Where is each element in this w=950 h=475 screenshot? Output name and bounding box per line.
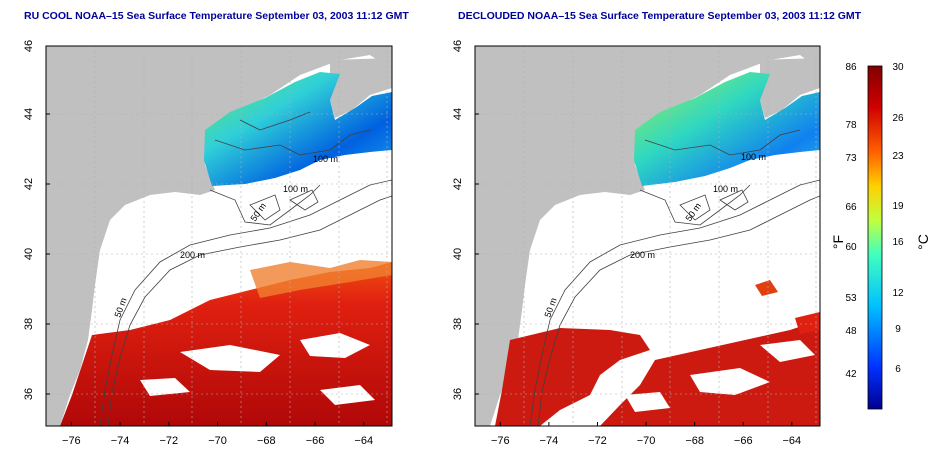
x-tick-label: −76 (62, 435, 81, 447)
right-map-title: DECLOUDED NOAA–15 Sea Surface Temperatur… (458, 10, 862, 22)
x-tick-label: −64 (354, 435, 373, 447)
y-tick-label: 42 (23, 178, 35, 190)
contour-label: 200 m (180, 250, 205, 260)
graticule (46, 46, 392, 426)
x-tick-label: −74 (111, 435, 130, 447)
x-tick-label: −70 (208, 435, 227, 447)
left-map-frame (45, 45, 393, 427)
y-tick-label: 38 (23, 318, 35, 330)
bathymetry-contours (99, 111, 392, 426)
left-map-title: RU COOL NOAA–15 Sea Surface Temperature … (24, 10, 409, 22)
y-tick-label: 36 (23, 388, 35, 400)
y-tick-label: 46 (23, 40, 35, 52)
left-axis-ticks: −76 −74 −72 −70 −68 −66 −64 36 38 40 42 44 46 (23, 40, 373, 447)
gulf-stream-sst (60, 262, 392, 426)
x-tick-label: −68 (257, 435, 276, 447)
contour-label: 100 m (313, 154, 338, 164)
land-mass (46, 46, 392, 426)
contour-label: 100 m (283, 184, 308, 194)
x-tick-label: −72 (159, 435, 178, 447)
nova-scotia-land (330, 58, 392, 118)
y-tick-label: 40 (23, 248, 35, 260)
cloud-gap (180, 345, 280, 372)
x-tick-label: −66 (306, 435, 325, 447)
gulf-of-maine-sst (204, 72, 392, 186)
y-tick-label: 44 (23, 108, 35, 120)
